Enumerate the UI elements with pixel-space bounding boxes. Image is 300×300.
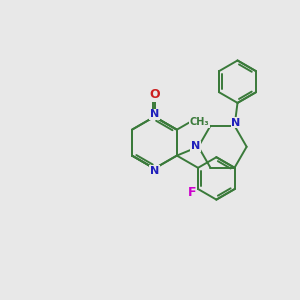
Text: N: N (150, 110, 159, 119)
Text: N: N (231, 118, 241, 128)
Text: F: F (188, 186, 197, 199)
Text: N: N (191, 141, 200, 151)
Text: CH₃: CH₃ (190, 117, 209, 127)
Text: N: N (150, 166, 159, 176)
Text: O: O (149, 88, 160, 101)
